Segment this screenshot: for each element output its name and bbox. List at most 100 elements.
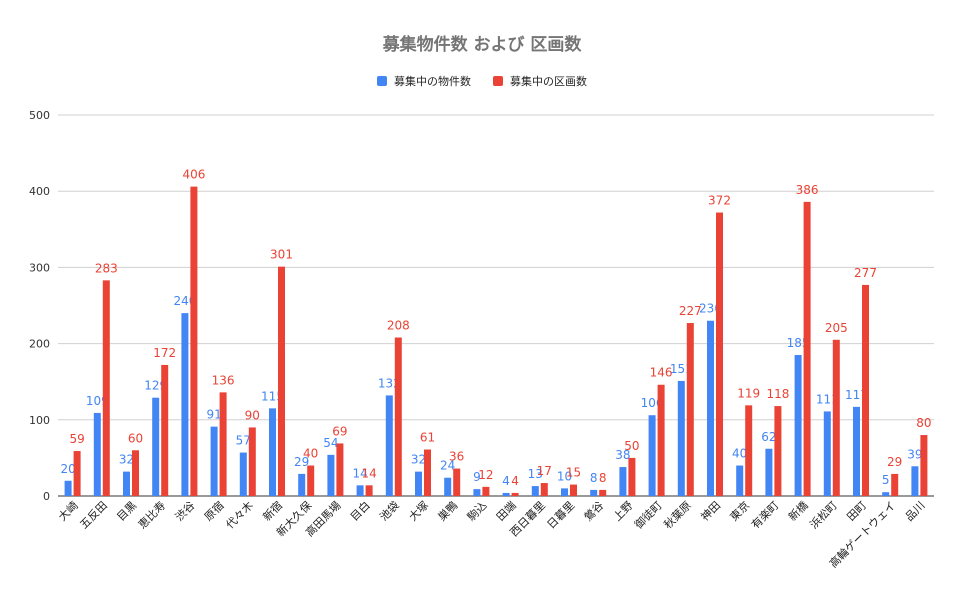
bar-series-1 [619,467,627,496]
data-label-series-1: 54 [323,436,338,450]
bar-series-2 [219,392,227,496]
chart-title: 募集物件数 および 区画数 [382,35,582,55]
x-tick-label: 代々木 [223,499,256,532]
bar-series-1 [269,408,276,496]
data-label-series-1: 24 [440,459,455,473]
x-tick-label: 目黒 [114,499,139,524]
y-tick-label: 300 [29,261,50,274]
x-tick-label: 品川 [903,499,928,524]
data-label-series-2: 69 [332,424,347,438]
x-tick-label: 大崎 [55,498,80,523]
x-tick-label: 新橋 [785,498,810,523]
x-tick-label: 五反田 [77,499,110,532]
bar-series-2 [453,468,461,496]
bar-series-1 [736,465,744,496]
bar-series-1 [794,355,802,496]
legend-swatch-series-2 [493,76,503,86]
data-label-series-1: 32 [411,453,426,467]
data-label-series-2: 119 [737,386,760,400]
x-tick-label: 神田 [698,498,723,523]
data-label-series-1: 13 [528,467,543,481]
y-tick-label: 500 [29,109,50,122]
x-tick-label: 巣鴨 [435,498,460,523]
legend: 募集中の物件数 募集中の区画数 [0,73,964,89]
data-label-series-1: 91 [206,408,221,422]
x-tick-label: 新宿 [260,498,285,523]
bar-series-2 [394,337,402,496]
data-label-series-2: 277 [854,266,877,280]
bar-series-2 [745,405,753,496]
bar-series-2 [920,435,928,496]
bar-series-2 [482,486,490,496]
legend-label-series-2: 募集中の区画数 [510,75,587,88]
data-label-series-2: 29 [887,455,902,469]
bar-series-2 [774,406,782,496]
bar-series-1 [210,426,218,496]
data-label-series-2: 283 [95,261,118,275]
data-label-series-2: 80 [916,416,931,430]
data-label-series-1: 8 [590,471,598,485]
legend-item-series-2: 募集中の区画数 [493,73,587,89]
bar-series-2 [102,280,110,496]
data-label-series-2: 36 [449,450,464,464]
bar-series-2 [278,266,285,496]
x-tick-label: 駒込 [465,499,490,524]
x-tick-label: 有楽町 [748,498,781,531]
data-label-series-1: 5 [882,473,890,487]
data-label-series-2: 59 [69,432,84,446]
x-tick-label: 上野 [611,499,636,524]
y-tick-label: 0 [43,490,50,503]
bar-series-1 [502,492,510,496]
bar-series-1 [356,485,364,496]
x-tick-label: 渋谷 [173,499,198,524]
x-tick-label: 大塚 [406,498,431,523]
bar-series-1 [239,452,247,496]
bar-series-1 [93,412,101,496]
data-label-series-2: 8 [599,471,607,485]
data-label-series-2: 14 [361,466,376,480]
bar-series-2 [716,212,723,496]
data-label-series-2: 406 [182,168,205,182]
bar-series-1 [648,415,656,496]
bar-series-2 [511,492,519,496]
x-tick-label: 田町 [844,499,869,524]
data-label-series-2: 172 [153,346,176,360]
bar-series-1 [327,454,335,496]
data-label-series-1: 32 [119,453,134,467]
bar-series-2 [891,473,899,496]
data-label-series-1: 4 [502,474,510,488]
bar-series-2 [628,457,636,496]
bar-series-2 [657,384,665,496]
bar-series-2 [862,284,869,496]
bar-series-2 [686,323,694,496]
bar-series-2 [803,201,811,497]
bar-series-1 [123,471,130,496]
bar-series-1 [765,448,773,496]
bar-series-1 [531,486,539,496]
legend-label-series-1: 募集中の物件数 [394,75,471,88]
bar-series-2 [832,339,840,496]
bar-series-1 [882,492,890,496]
data-label-series-2: 386 [796,183,819,197]
bar-series-1 [444,477,452,496]
data-label-series-1: 57 [236,434,251,448]
data-label-series-1: 20 [60,462,75,476]
x-tick-label: 日暮里 [544,498,577,531]
bar-series-1 [911,466,919,496]
bar-series-1 [823,411,831,496]
data-label-series-2: 372 [708,194,731,208]
bar-series-1 [181,313,189,496]
legend-swatch-series-1 [377,76,387,86]
bar-series-1 [152,397,160,496]
x-tick-label: 東京 [727,498,752,523]
bar-series-2 [161,364,169,496]
data-label-series-2: 136 [212,373,235,387]
data-label-series-1: 39 [907,447,922,461]
bar-series-1 [385,395,393,496]
bar-series-2 [424,449,431,496]
bar-series-2 [599,489,607,496]
data-label-series-1: 40 [732,447,747,461]
data-label-series-1: 10 [557,469,572,483]
data-label-series-2: 40 [303,447,318,461]
